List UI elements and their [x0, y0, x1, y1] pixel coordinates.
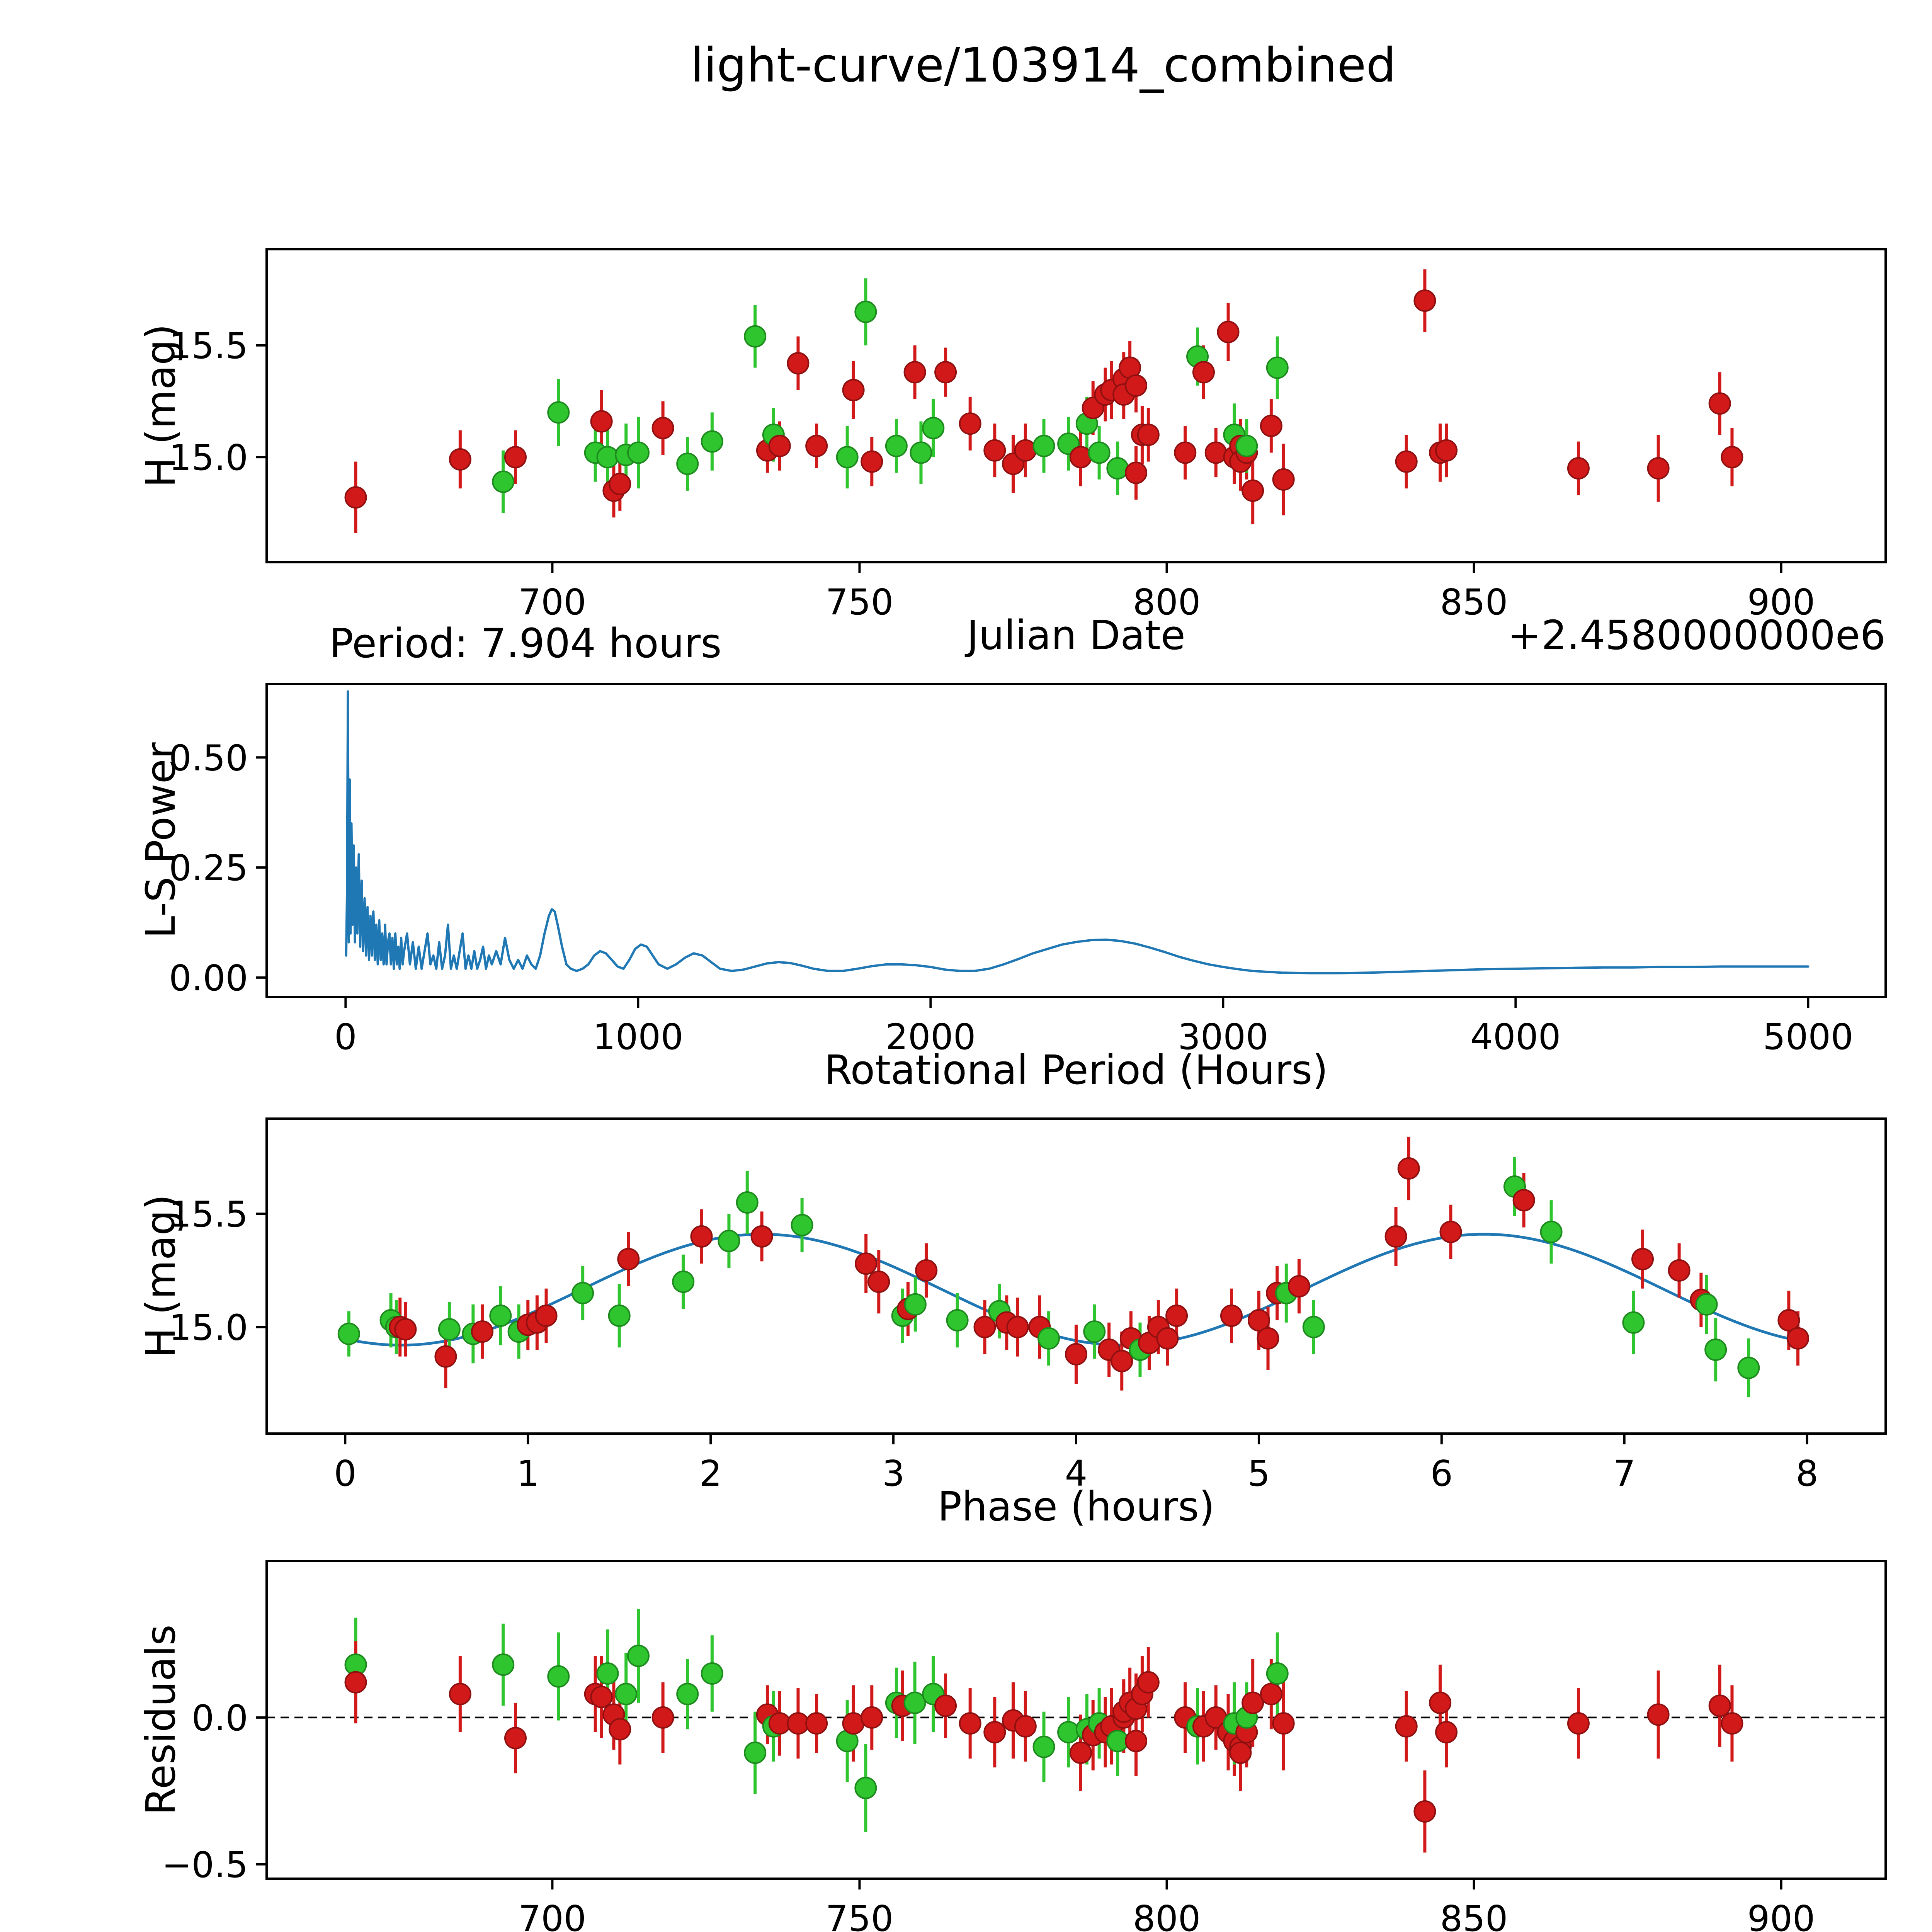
figure-title: light-curve/103914_combined	[690, 38, 1396, 93]
svg-text:Residuals: Residuals	[137, 1624, 184, 1815]
svg-text:2: 2	[699, 1453, 722, 1494]
svg-text:800: 800	[1133, 1898, 1201, 1932]
svg-text:2000: 2000	[885, 1016, 976, 1058]
phased-light-curve-panel: 0 1 2 3 4 5 6 7 8 15.0 15.5 Phase (hours) H (mag)	[137, 1117, 1887, 1530]
svg-text:5000: 5000	[1763, 1016, 1853, 1058]
svg-text:800: 800	[1133, 582, 1201, 623]
svg-text:3000: 3000	[1178, 1016, 1268, 1058]
svg-text:+2.4580000000e6: +2.4580000000e6	[1508, 612, 1886, 659]
ticks-layer: 0 1 2 3 4 5 6 7 8 15.0 15.5	[169, 1194, 1818, 1494]
residuals-panel: 700 750 800 850 900 0.0 −0.5 Julian Date +2.4580…	[137, 1560, 1887, 1932]
svg-text:750: 750	[826, 582, 894, 623]
svg-text:8: 8	[1796, 1453, 1818, 1494]
sinusoid-fit-line	[345, 1233, 1798, 1347]
periodogram-line	[345, 690, 1810, 975]
markers-layer	[344, 1645, 1743, 1823]
axes-frame	[265, 1560, 1887, 1880]
svg-text:700: 700	[519, 582, 587, 623]
svg-text:0.00: 0.00	[169, 957, 248, 999]
period-label: Period: 7.904 hours	[329, 620, 722, 667]
svg-text:0: 0	[334, 1453, 357, 1494]
ticks-layer: 0 1000 2000 3000 4000 5000 0.00 0.25 0.50	[169, 737, 1853, 1058]
svg-text:1: 1	[517, 1453, 539, 1494]
svg-text:15.5: 15.5	[169, 325, 248, 367]
svg-text:5: 5	[1248, 1453, 1270, 1494]
svg-text:Rotational Period (Hours): Rotational Period (Hours)	[824, 1046, 1328, 1094]
markers-layer	[337, 1157, 1810, 1379]
svg-text:0.0: 0.0	[192, 1697, 248, 1739]
svg-text:15.0: 15.0	[169, 1307, 248, 1348]
markers-layer	[344, 289, 1743, 509]
svg-text:700: 700	[519, 1898, 587, 1932]
svg-text:15.5: 15.5	[169, 1194, 248, 1235]
periodogram-panel: 0 1000 2000 3000 4000 5000 0.00 0.25 0.50 Rotatio…	[137, 683, 1887, 1094]
svg-text:7: 7	[1613, 1453, 1636, 1494]
svg-text:+2.4580000000e6: +2.4580000000e6	[1508, 1928, 1886, 1932]
svg-text:750: 750	[826, 1898, 894, 1932]
svg-text:L-S Power: L-S Power	[137, 742, 184, 938]
svg-text:6: 6	[1430, 1453, 1453, 1494]
svg-text:0: 0	[334, 1016, 357, 1058]
svg-text:0.25: 0.25	[169, 847, 248, 889]
ticks-layer: 700 750 800 850 900 15.0 15.5	[169, 325, 1815, 623]
svg-text:1000: 1000	[593, 1016, 683, 1058]
svg-text:H (mag): H (mag)	[137, 1194, 184, 1358]
errorbars-layer	[354, 1609, 1734, 1853]
svg-text:Julian Date: Julian Date	[964, 1928, 1185, 1932]
raw-light-curve-panel: 700 750 800 850 900 15.0 15.5 Julian Date +2.458…	[137, 248, 1887, 659]
axes-frame	[265, 248, 1887, 563]
svg-text:900: 900	[1747, 1898, 1815, 1932]
svg-text:4000: 4000	[1470, 1016, 1561, 1058]
svg-text:H (mag): H (mag)	[137, 324, 184, 487]
ticks-layer: 700 750 800 850 900 0.0 −0.5	[162, 1697, 1815, 1932]
svg-text:−0.5: −0.5	[162, 1844, 248, 1886]
svg-text:850: 850	[1440, 582, 1508, 623]
errorbars-layer	[354, 269, 1734, 533]
svg-text:850: 850	[1440, 1898, 1508, 1932]
svg-text:15.0: 15.0	[169, 437, 248, 478]
axes-frame	[265, 683, 1887, 998]
svg-text:0.50: 0.50	[169, 737, 248, 779]
svg-text:Phase (hours): Phase (hours)	[937, 1483, 1214, 1530]
svg-text:900: 900	[1747, 582, 1815, 623]
svg-text:Julian Date: Julian Date	[964, 612, 1185, 659]
svg-text:3: 3	[882, 1453, 905, 1494]
svg-text:4: 4	[1065, 1453, 1088, 1494]
